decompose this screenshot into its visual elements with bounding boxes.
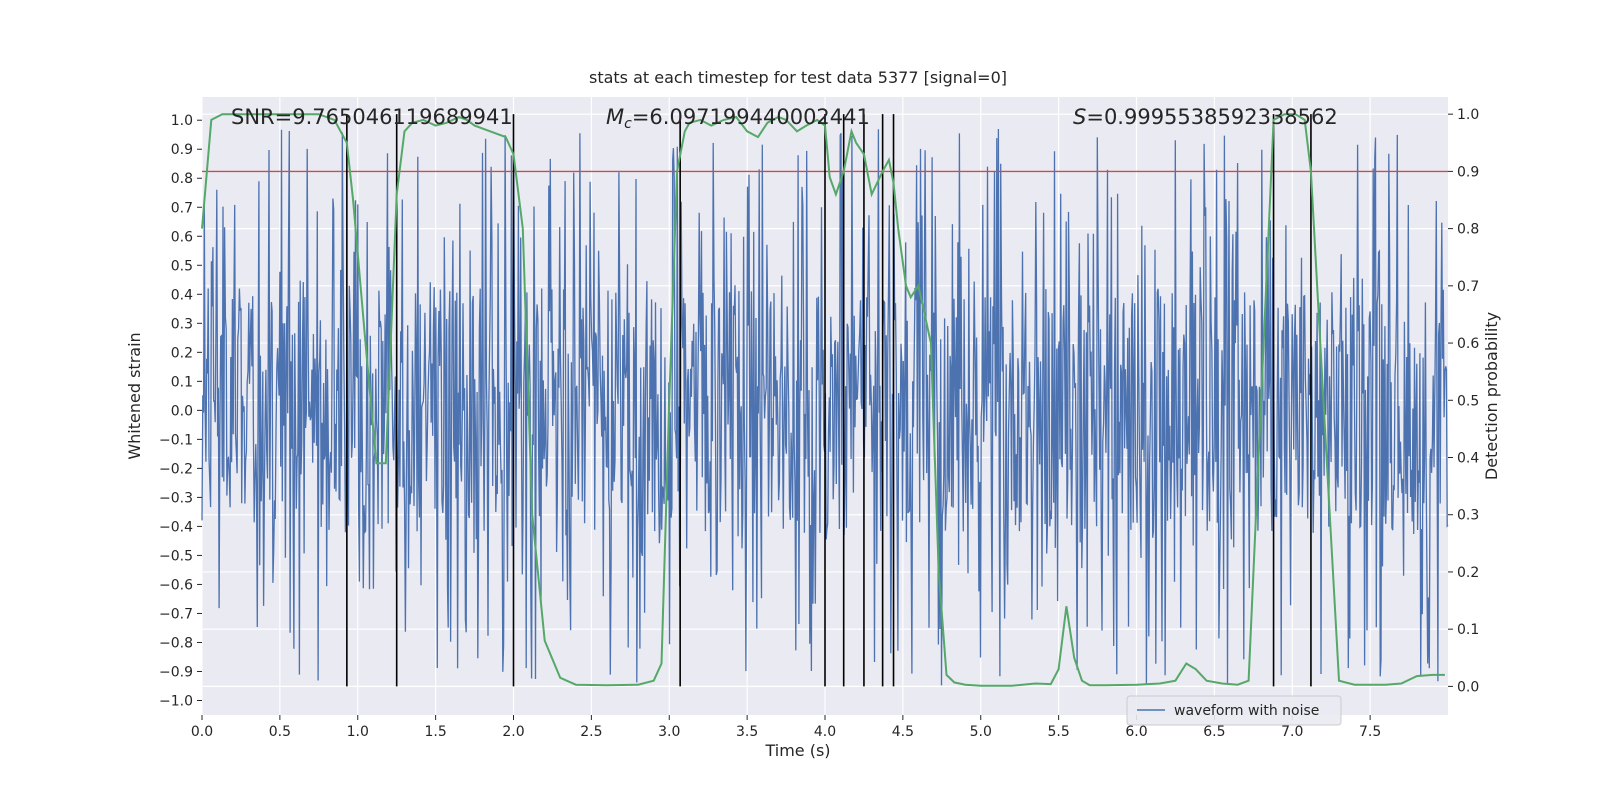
x-tick-label: 0.0 — [191, 724, 213, 740]
x-tick-label: 2.0 — [502, 724, 524, 740]
y-axis-left-label: Whitened strain — [125, 332, 144, 459]
y-right-tick-label: 1.0 — [1457, 107, 1479, 123]
y-left-tick-label: 0.8 — [171, 171, 193, 187]
y-right-tick-label: 0.8 — [1457, 222, 1479, 238]
y-right-tick-label: 0.6 — [1457, 336, 1479, 352]
x-tick-label: 7.5 — [1359, 724, 1381, 740]
y-left-tick-label: −0.6 — [159, 577, 193, 593]
event-lines — [346, 114, 1312, 687]
x-tick-label: 4.5 — [892, 724, 914, 740]
y-right-tick-label: 0.0 — [1457, 679, 1479, 695]
legend-label: waveform with noise — [1174, 703, 1319, 719]
y-right-tick-label: 0.1 — [1457, 622, 1479, 638]
x-tick-label: 5.5 — [1047, 724, 1069, 740]
x-tick-label: 2.5 — [580, 724, 602, 740]
y-left-tick-label: 0.1 — [171, 374, 193, 390]
x-tick-label: 1.5 — [424, 724, 446, 740]
snr-annotation: SNR=9.765046119689941 — [231, 105, 513, 129]
x-tick-label: 1.0 — [347, 724, 369, 740]
tick-labels: 0.0 0.5 1.0 1.5 2.0 2.5 3.0 3.5 4.0 4.5 5.0 5.5 6.0 6… — [159, 107, 1479, 740]
y-left-tick-label: −0.8 — [159, 635, 193, 651]
y-left-tick-label: −1.0 — [159, 693, 193, 709]
y-right-tick-label: 0.7 — [1457, 279, 1479, 295]
y-left-tick-label: −0.5 — [159, 548, 193, 564]
chirp-mass-value: =6.097199440002441 — [632, 105, 870, 129]
y-right-tick-label: 0.9 — [1457, 164, 1479, 180]
x-tick-label: 5.0 — [970, 724, 992, 740]
y-left-tick-label: 1.0 — [171, 113, 193, 129]
y-axis-right-label: Detection probability — [1482, 312, 1501, 480]
probability-line — [201, 113, 1445, 687]
y-left-tick-label: 0.2 — [171, 345, 193, 361]
legend: waveform with noise — [1126, 695, 1342, 726]
y-right-tick-label: 0.5 — [1457, 393, 1479, 409]
y-left-tick-label: 0.5 — [171, 258, 193, 274]
y-left-tick-label: 0.7 — [171, 200, 193, 216]
y-left-tick-label: −0.1 — [159, 432, 193, 448]
y-left-tick-label: −0.7 — [159, 606, 193, 622]
y-left-tick-label: −0.9 — [159, 664, 193, 680]
y-left-tick-label: 0.4 — [171, 287, 193, 303]
x-tick-label: 7.0 — [1281, 724, 1303, 740]
chirp-mass-symbol: M — [606, 105, 624, 129]
y-right-tick-label: 0.4 — [1457, 451, 1479, 467]
x-tick-label: 0.5 — [269, 724, 291, 740]
y-left-tick-label: −0.3 — [159, 490, 193, 506]
x-tick-label: 6.0 — [1125, 724, 1147, 740]
chart-title: stats at each timestep for test data 537… — [589, 68, 1007, 87]
chirp-mass-subscript: c — [624, 116, 632, 132]
y-left-tick-label: 0.3 — [171, 316, 193, 332]
s-value: =0.9995538592338562 — [1086, 105, 1337, 129]
probability-series — [201, 113, 1445, 687]
x-axis-label: Time (s) — [764, 741, 830, 760]
x-tick-label: 3.0 — [658, 724, 680, 740]
y-right-tick-label: 0.2 — [1457, 565, 1479, 581]
x-tick-label: 6.5 — [1203, 724, 1225, 740]
y-right-tick-label: 0.3 — [1457, 508, 1479, 524]
s-symbol: S — [1073, 105, 1086, 129]
y-left-tick-label: 0.0 — [171, 403, 193, 419]
y-left-tick-label: 0.9 — [171, 142, 193, 158]
legend-box — [1126, 695, 1342, 726]
s-annotation: S=0.9995538592338562 — [1073, 105, 1338, 129]
x-tick-label: 4.0 — [814, 724, 836, 740]
y-left-tick-label: 0.6 — [171, 229, 193, 245]
x-tick-label: 3.5 — [736, 724, 758, 740]
y-left-tick-label: −0.2 — [159, 461, 193, 477]
chirp-mass-annotation: Mc=6.097199440002441 — [606, 105, 870, 132]
y-left-tick-label: −0.4 — [159, 519, 193, 535]
